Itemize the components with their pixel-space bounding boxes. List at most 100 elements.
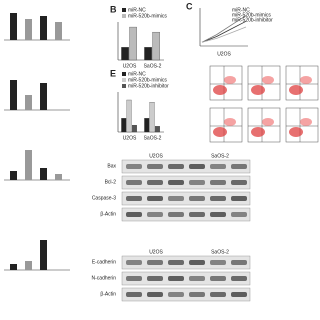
cell-cloud [251, 85, 265, 95]
band [168, 292, 184, 297]
blot-strip [121, 255, 251, 270]
bar [40, 168, 47, 180]
flow-plot [285, 65, 319, 101]
bar [129, 26, 137, 61]
flow-plot [285, 107, 319, 143]
cell-cloud [224, 118, 236, 126]
bar [121, 118, 127, 133]
legend-label: miR-520b-mimics [232, 12, 271, 18]
legend-label: miR-NC [128, 7, 146, 13]
blot-row: E-cadherin [92, 259, 116, 265]
line [201, 15, 247, 43]
band [126, 196, 142, 201]
bar [40, 16, 47, 40]
blot-strip [121, 207, 251, 222]
bar [10, 80, 17, 110]
band [147, 180, 163, 185]
band [231, 292, 247, 297]
bar [25, 95, 32, 110]
bar [25, 261, 32, 270]
bar [152, 31, 160, 61]
bar [25, 150, 32, 180]
legend-label: miR-520b-inhibitor [232, 17, 273, 23]
cell-cloud [262, 118, 274, 126]
band [231, 180, 247, 185]
cell-cloud [213, 85, 227, 95]
cell-cloud [224, 76, 236, 84]
band [168, 196, 184, 201]
band [231, 276, 247, 281]
band [147, 196, 163, 201]
band [210, 196, 226, 201]
legend-label: miR-NC [128, 71, 146, 77]
bar [55, 22, 62, 40]
band [147, 276, 163, 281]
bar [40, 240, 47, 270]
category-label: U2OS [123, 135, 137, 141]
legend-swatch [122, 14, 126, 18]
band [231, 164, 247, 169]
blot-row: β-Actin [100, 211, 116, 217]
band [189, 196, 205, 201]
band [168, 212, 184, 217]
cell-cloud [289, 85, 303, 95]
band [147, 260, 163, 265]
blot-strip [121, 287, 251, 302]
blot-column: SaOS-2 [211, 249, 229, 255]
category-label: SaOS-2 [144, 135, 162, 141]
blot-strip [121, 175, 251, 190]
band [168, 180, 184, 185]
blot-column: U2OS [149, 249, 163, 255]
cell-cloud [262, 76, 274, 84]
band [168, 260, 184, 265]
flow-plot [247, 65, 281, 101]
bar [40, 83, 47, 110]
flow-plot [247, 107, 281, 143]
band [147, 292, 163, 297]
band [168, 164, 184, 169]
blot-row: β-Actin [100, 291, 116, 297]
cell-cloud [300, 118, 312, 126]
blot-strip [121, 191, 251, 206]
category-label: U2OS [123, 63, 137, 69]
legend-label: miR-520b-mimics [128, 13, 167, 19]
blot-column: SaOS-2 [211, 153, 229, 159]
panel-label: B [110, 4, 117, 14]
bar [144, 47, 152, 61]
band [126, 164, 142, 169]
line [201, 26, 247, 43]
bar [121, 47, 129, 61]
bar [55, 174, 62, 180]
band [189, 276, 205, 281]
band [189, 292, 205, 297]
band [210, 212, 226, 217]
cell-cloud [300, 76, 312, 84]
panel-label: E [110, 68, 116, 78]
legend-swatch [122, 78, 126, 82]
band [210, 260, 226, 265]
band [210, 292, 226, 297]
cell-cloud [251, 127, 265, 137]
band [126, 260, 142, 265]
band [231, 212, 247, 217]
bar [10, 171, 17, 180]
band [126, 180, 142, 185]
band [147, 164, 163, 169]
blot-row: Bax [107, 163, 116, 169]
blot-row: Caspase-3 [92, 195, 116, 201]
band [126, 212, 142, 217]
legend-label: miR-520b-inhibitor [128, 83, 169, 89]
blot-row: N-cadherin [92, 275, 117, 281]
panel-label: C [186, 1, 193, 11]
band [210, 276, 226, 281]
category-label: SaOS-2 [144, 63, 162, 69]
bar [144, 118, 150, 133]
cell-cloud [289, 127, 303, 137]
line [201, 20, 247, 43]
legend-label: miR-520b-mimics [128, 77, 167, 83]
band [189, 212, 205, 217]
band [210, 180, 226, 185]
band [168, 276, 184, 281]
bar [126, 99, 132, 133]
legend-swatch [122, 84, 126, 88]
